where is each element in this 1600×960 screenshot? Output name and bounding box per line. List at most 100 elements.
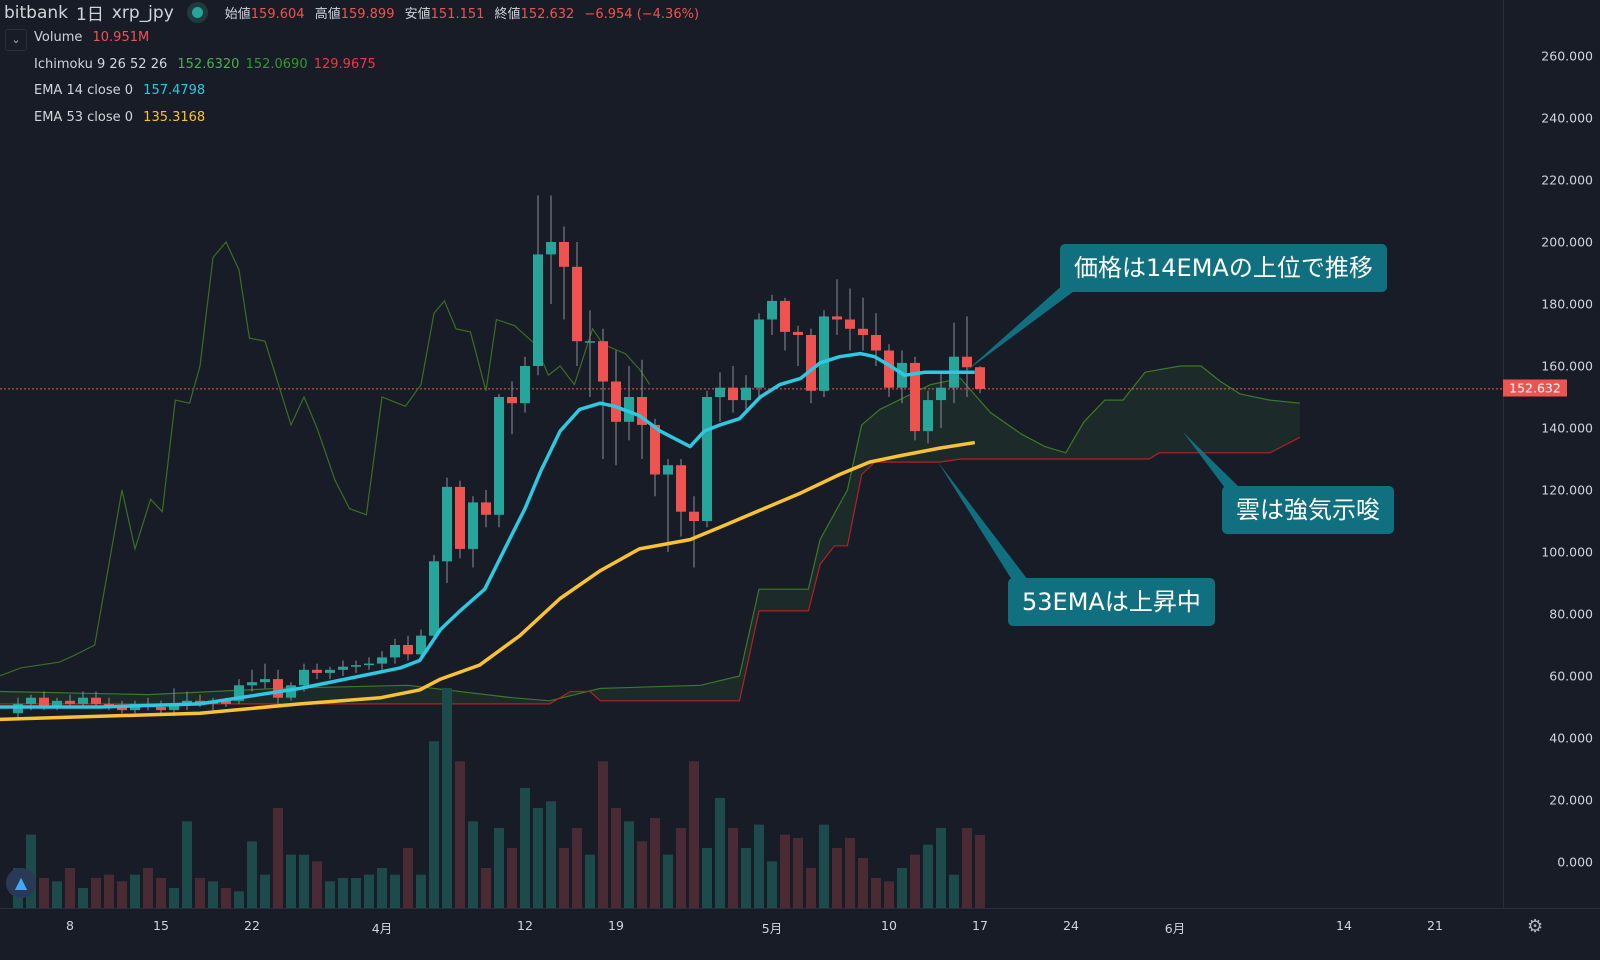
candle-body: [455, 486, 465, 549]
volume-bar: [546, 801, 556, 908]
candle: [689, 496, 699, 568]
volume-bar: [338, 877, 348, 908]
candle: [429, 555, 439, 639]
close-label: 終値: [494, 7, 521, 22]
time-tick-label: 17: [972, 918, 988, 933]
lagging-span-line: [0, 240, 651, 677]
candle: [416, 629, 426, 661]
candle-body: [585, 341, 595, 343]
ichimoku-value-3: 129.9675: [313, 57, 376, 72]
volume-bar: [611, 807, 621, 908]
price-tick-label: 100.000: [1541, 544, 1593, 560]
volume-bar: [780, 834, 790, 908]
candle: [624, 366, 634, 441]
legend-ichimoku[interactable]: Ichimoku 9 26 52 26 152.6320 152.0690 12…: [34, 57, 382, 72]
candle: [481, 490, 491, 528]
candle: [923, 390, 933, 444]
volume-bar: [962, 827, 972, 908]
legend-ema53[interactable]: EMA 53 close 0 135.3168: [34, 110, 211, 125]
ichimoku-value-2: 152.0690: [245, 57, 308, 72]
interval[interactable]: 1日: [76, 5, 104, 25]
candle: [442, 477, 452, 583]
ema53-label: EMA 53 close 0: [34, 110, 134, 125]
price-axis[interactable]: 260.000 240.000 220.000 200.000 180.000 160.0…: [1503, 0, 1600, 908]
ema53-note-pointer: [938, 462, 1028, 580]
ema14-line: [0, 351, 975, 709]
candle: [975, 366, 985, 394]
candle-body: [520, 366, 530, 404]
price-tick-label: 180.000: [1541, 296, 1593, 312]
volume-bar: [663, 854, 673, 908]
candle: [325, 666, 335, 680]
candle-body: [377, 657, 387, 664]
candle: [936, 372, 946, 428]
candle-body: [182, 700, 192, 704]
candle-body: [572, 266, 582, 342]
candle-body: [364, 663, 374, 666]
price-tick-label: 0.000: [1557, 854, 1593, 870]
volume-bar: [299, 854, 309, 908]
candle-body: [858, 328, 868, 335]
volume-bars: [13, 687, 985, 908]
time-axis[interactable]: 8 15 22 4月 12 19 5月 10 17 24 6月 14 21: [0, 908, 1600, 960]
candle-body: [624, 397, 634, 422]
volume-bar: [273, 807, 283, 908]
volume-bar: [754, 824, 764, 908]
volume-bar: [637, 841, 647, 908]
high-label: 高値: [314, 7, 341, 22]
candle-body: [325, 669, 335, 673]
time-tick-label: 24: [1063, 918, 1079, 933]
legend-ema14[interactable]: EMA 14 close 0 157.4798: [34, 83, 211, 98]
candle: [468, 496, 478, 568]
candle: [338, 660, 348, 676]
ichimoku-cloud: [0, 365, 1301, 705]
symbol-name[interactable]: xrp_jpy: [111, 2, 174, 23]
volume-bar: [897, 867, 907, 908]
candle-body: [832, 316, 842, 320]
volume-bar: [377, 867, 387, 908]
annotation-pointers: [938, 283, 1240, 580]
candle-body: [975, 367, 985, 389]
candle-body: [169, 703, 179, 711]
candle: [91, 691, 101, 707]
candle-body: [637, 397, 647, 425]
price-tick-label: 240.000: [1541, 110, 1593, 126]
price-chart[interactable]: [0, 0, 1503, 908]
candle: [312, 663, 322, 680]
legend-volume[interactable]: Volume 10.951M: [34, 30, 155, 45]
ema53-note-callout[interactable]: 53EMAは上昇中: [1008, 578, 1215, 626]
candle: [572, 242, 582, 366]
volume-bar: [221, 887, 231, 908]
candle: [832, 279, 842, 335]
cloud-note-callout[interactable]: 雲は強気示唆: [1222, 486, 1394, 534]
candle-body: [260, 679, 270, 683]
exchange-name[interactable]: bitbank: [4, 2, 69, 23]
price-tick-label: 20.000: [1549, 792, 1593, 808]
candle-body: [234, 685, 244, 701]
volume-bar: [429, 741, 439, 908]
candle: [65, 694, 75, 707]
candle-body: [507, 397, 517, 404]
candle-body: [338, 666, 348, 670]
volume-bar: [949, 874, 959, 908]
candle-body: [52, 700, 62, 707]
candle-body: [403, 645, 413, 655]
volume-bar: [520, 787, 530, 908]
candle: [377, 651, 387, 670]
volume-label: Volume: [34, 30, 83, 45]
candle-body: [793, 331, 803, 335]
candle: [260, 663, 270, 689]
volume-bar: [91, 877, 101, 908]
tradingview-logo-icon[interactable]: ▲: [6, 868, 36, 898]
chevron-down-icon[interactable]: ⌄: [5, 29, 27, 51]
candle-body: [533, 254, 543, 366]
candle: [598, 328, 608, 459]
candle: [845, 288, 855, 351]
volume-bar: [208, 881, 218, 908]
price-note-callout[interactable]: 価格は14EMAの上位で推移: [1060, 244, 1387, 292]
volume-bar: [845, 837, 855, 908]
candle: [676, 459, 686, 537]
gear-icon[interactable]: ⚙: [1527, 916, 1544, 937]
candle: [767, 294, 777, 335]
ohlc-readout: 始値159.604 高値159.899 安値151.151 終値152.632 …: [225, 3, 705, 22]
